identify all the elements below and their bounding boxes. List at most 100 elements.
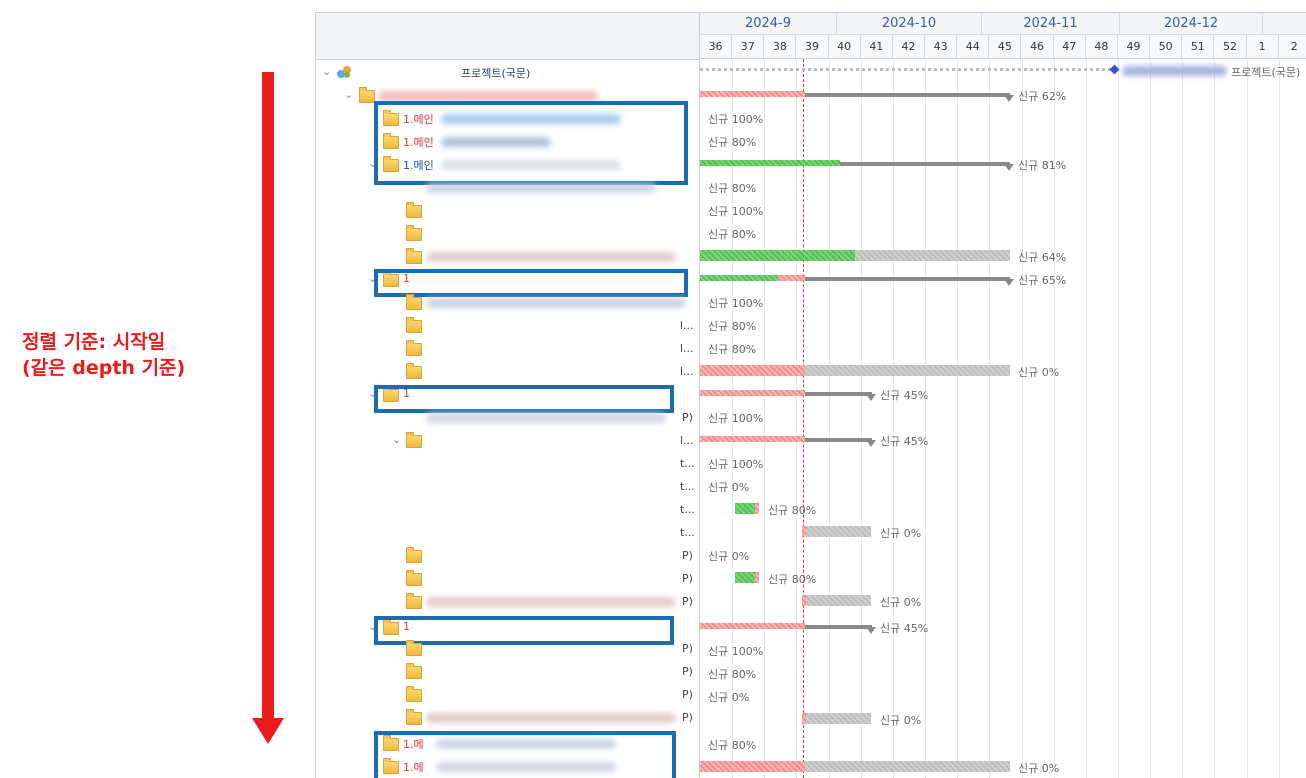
late-portion-bar[interactable]	[802, 595, 806, 606]
tree-row[interactable]: 1.메	[316, 734, 699, 757]
chevron-down-icon[interactable]: ⌄	[368, 620, 378, 633]
week-header-cell: 49	[1117, 35, 1151, 59]
late-portion-bar[interactable]	[700, 91, 805, 97]
truncated-text: l...	[680, 434, 694, 447]
root-bar-label: 프로젝트(국문)	[1231, 66, 1301, 79]
tree-row[interactable]: t...	[316, 477, 699, 500]
bar-label: 신규 0%	[880, 596, 922, 609]
week-header-cell: 39	[796, 35, 829, 59]
late-portion-bar[interactable]	[700, 436, 805, 442]
task-bar[interactable]	[803, 595, 871, 606]
week-header-cell: 52	[1214, 35, 1247, 59]
tree-row[interactable]	[316, 178, 699, 201]
tree-row[interactable]: P)	[316, 685, 699, 708]
blurred-label	[426, 597, 676, 607]
tree-row[interactable]: l...	[316, 362, 699, 385]
progress-bar[interactable]	[735, 572, 759, 583]
tree-row[interactable]: ⌄ 1.메인	[316, 155, 699, 178]
grid-line	[1117, 59, 1119, 778]
tree-row[interactable]	[316, 293, 699, 316]
tree-row[interactable]: ⌄ 1	[316, 270, 699, 293]
chevron-down-icon[interactable]: ⌄	[344, 88, 354, 101]
task-tree: ⌄ 프로젝트(국문) ⌄ 1.메인 1.메인 ⌄	[316, 13, 700, 778]
bar-label: 신규 0%	[708, 691, 750, 704]
late-portion-bar[interactable]	[700, 623, 805, 629]
tree-row[interactable]: P)	[316, 708, 699, 731]
tree-row[interactable]: 1.메	[316, 757, 699, 778]
tree-row[interactable]: P)	[316, 639, 699, 662]
chevron-down-icon[interactable]: ⌄	[322, 65, 332, 78]
truncated-text: l...	[680, 319, 694, 332]
progress-bar[interactable]	[735, 503, 759, 514]
truncated-text: P)	[682, 572, 693, 585]
week-header-cell: 2	[1278, 35, 1306, 59]
tree-row[interactable]: P)	[316, 592, 699, 615]
late-portion-bar[interactable]	[700, 761, 805, 772]
truncated-text: l...	[680, 365, 694, 378]
tree-row[interactable]	[316, 224, 699, 247]
tree-row[interactable]: t...	[316, 454, 699, 477]
progress-bar[interactable]	[700, 275, 778, 281]
truncated-text: P)	[682, 665, 693, 678]
task-bar[interactable]	[700, 761, 1010, 772]
tree-row[interactable]: P)	[316, 546, 699, 569]
late-portion-bar[interactable]	[755, 503, 759, 514]
tree-row[interactable]: ⌄	[316, 86, 699, 109]
tree-row[interactable]: P)	[316, 408, 699, 431]
summary-bar[interactable]	[700, 277, 1010, 281]
folder-icon	[406, 294, 422, 310]
tree-row[interactable]: P)	[316, 662, 699, 685]
task-bar[interactable]	[803, 713, 871, 724]
tree-row[interactable]: P)	[316, 569, 699, 592]
bar-label: 신규 80%	[708, 739, 757, 752]
tree-row[interactable]: t...	[316, 523, 699, 546]
blurred-label	[426, 713, 676, 723]
folder-icon	[406, 709, 422, 725]
progress-bar[interactable]	[700, 250, 855, 261]
tree-row[interactable]: 1.메인	[316, 109, 699, 132]
tree-row[interactable]: l...	[316, 339, 699, 362]
task-bar[interactable]	[700, 365, 1010, 376]
blurred-label	[378, 91, 598, 101]
tree-row[interactable]	[316, 201, 699, 224]
summary-bar[interactable]	[700, 93, 1010, 97]
folder-icon	[406, 640, 422, 656]
chevron-down-icon[interactable]: ⌄	[368, 272, 378, 285]
folder-icon	[406, 317, 422, 333]
tree-row-root[interactable]: ⌄ 프로젝트(국문)	[316, 63, 699, 86]
late-portion-bar[interactable]	[755, 572, 759, 583]
week-header-cell: 44	[957, 35, 990, 59]
tree-row[interactable]: 1.메인	[316, 132, 699, 155]
tree-row[interactable]: t...	[316, 500, 699, 523]
truncated-text: t...	[680, 457, 695, 470]
late-portion-bar[interactable]	[700, 390, 805, 396]
truncated-text: P)	[682, 595, 693, 608]
folder-icon	[383, 271, 399, 287]
month-header: 2024-9	[700, 13, 837, 35]
grid-line	[1278, 59, 1280, 778]
chevron-down-icon[interactable]: ⌄	[368, 157, 378, 170]
truncated-text: t...	[680, 503, 695, 516]
bar-label: 신규 0%	[1018, 762, 1060, 775]
month-header: 2024-10	[837, 13, 982, 35]
chevron-down-icon[interactable]: ⌄	[392, 433, 402, 446]
task-label: 1	[403, 387, 410, 400]
tree-row[interactable]: l...	[316, 316, 699, 339]
tree-row[interactable]	[316, 247, 699, 270]
task-bar[interactable]	[803, 526, 871, 537]
chevron-down-icon[interactable]: ⌄	[368, 387, 378, 400]
progress-bar[interactable]	[700, 160, 840, 166]
tree-row[interactable]: ⌄ 1	[316, 618, 699, 641]
late-portion-bar[interactable]	[802, 713, 806, 724]
task-label: 1.메인	[403, 136, 434, 149]
tree-row[interactable]: ⌄ l...	[316, 431, 699, 454]
late-portion-bar[interactable]	[802, 526, 806, 537]
summary-bar[interactable]	[700, 162, 1010, 166]
grid-line	[1021, 59, 1023, 778]
late-portion-bar[interactable]	[700, 365, 805, 376]
grid-line	[957, 59, 959, 778]
grid-line	[925, 59, 927, 778]
summary-end-icon	[1004, 164, 1014, 171]
task-bar[interactable]	[700, 250, 1010, 261]
blurred-label	[1122, 66, 1227, 76]
